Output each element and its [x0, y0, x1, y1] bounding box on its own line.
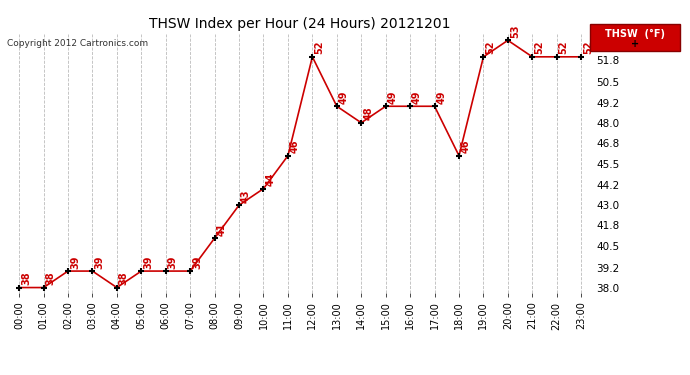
Text: 52: 52	[583, 41, 593, 54]
Text: 53: 53	[510, 24, 520, 38]
Text: 43: 43	[241, 189, 251, 202]
Text: THSW  (°F): THSW (°F)	[605, 28, 664, 39]
Text: 49: 49	[437, 90, 446, 104]
Text: 52: 52	[315, 41, 324, 54]
Text: 39: 39	[192, 255, 202, 268]
Text: 46: 46	[290, 140, 300, 153]
Text: 39: 39	[144, 255, 153, 268]
Text: 41: 41	[217, 222, 226, 236]
Text: 49: 49	[412, 90, 422, 104]
Text: Copyright 2012 Cartronics.com: Copyright 2012 Cartronics.com	[7, 39, 148, 48]
Text: 39: 39	[168, 255, 178, 268]
Text: 46: 46	[461, 140, 471, 153]
Text: 38: 38	[119, 272, 129, 285]
Text: 48: 48	[363, 106, 373, 120]
Text: 52: 52	[534, 41, 544, 54]
Text: 38: 38	[21, 272, 31, 285]
Text: 49: 49	[339, 90, 348, 104]
Text: 38: 38	[46, 272, 55, 285]
Text: 44: 44	[266, 173, 275, 186]
Text: 39: 39	[70, 255, 80, 268]
Title: THSW Index per Hour (24 Hours) 20121201: THSW Index per Hour (24 Hours) 20121201	[150, 17, 451, 31]
Text: 52: 52	[485, 41, 495, 54]
Text: 52: 52	[559, 41, 569, 54]
Text: 49: 49	[388, 90, 397, 104]
Text: +: +	[631, 39, 639, 49]
Text: 39: 39	[95, 255, 104, 268]
